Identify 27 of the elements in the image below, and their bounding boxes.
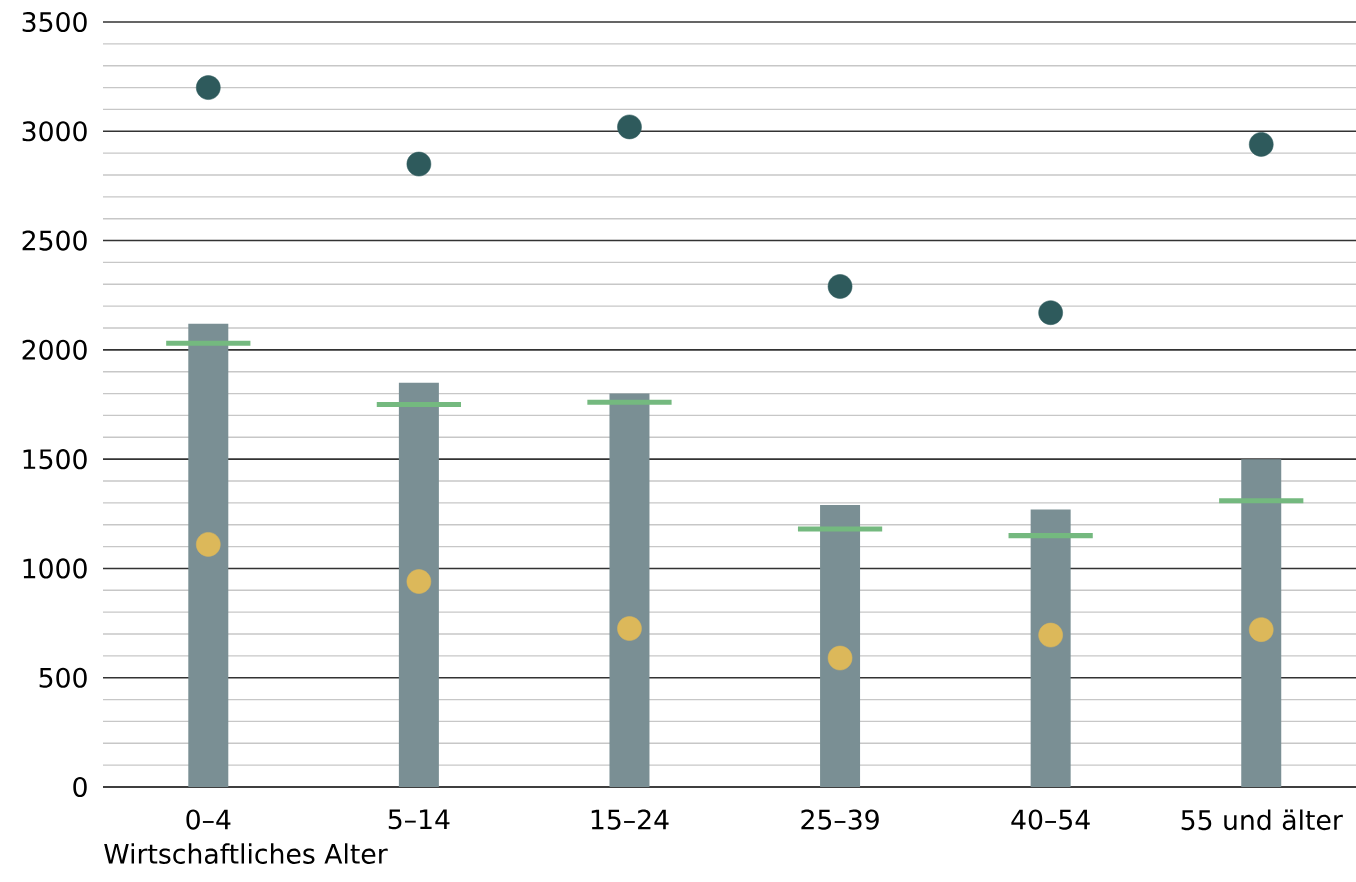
point <box>617 616 642 641</box>
x-tick-label: 40–54 <box>1011 809 1090 830</box>
y-tick-label: 2000 <box>22 339 87 360</box>
x-tick-label: 0–4 <box>186 809 231 830</box>
x-tick-label: 25–39 <box>801 809 879 830</box>
point <box>1248 617 1274 642</box>
point <box>1248 132 1274 157</box>
y-tick-label: 1500 <box>23 449 87 470</box>
y-tick-label: 3500 <box>22 11 87 33</box>
y-tick-label: 2500 <box>22 230 87 251</box>
x-axis-title: Wirtschaftliches Alter <box>104 843 388 864</box>
point <box>1038 622 1063 648</box>
x-tick-label: 55 und älter <box>1181 809 1343 831</box>
point <box>1038 300 1063 325</box>
y-tick-label: 0 <box>73 776 87 798</box>
x-tick-label: 15–24 <box>591 809 669 830</box>
point <box>406 151 432 177</box>
y-tick-label: 1000 <box>23 558 87 579</box>
point <box>406 569 432 594</box>
y-tick-label: 500 <box>39 667 87 688</box>
point <box>617 114 642 140</box>
point <box>196 532 221 557</box>
y-tick-label: 3000 <box>22 121 87 142</box>
point <box>827 274 853 299</box>
point <box>827 645 853 671</box>
x-tick-label: 5–14 <box>388 809 450 830</box>
point <box>196 75 221 100</box>
